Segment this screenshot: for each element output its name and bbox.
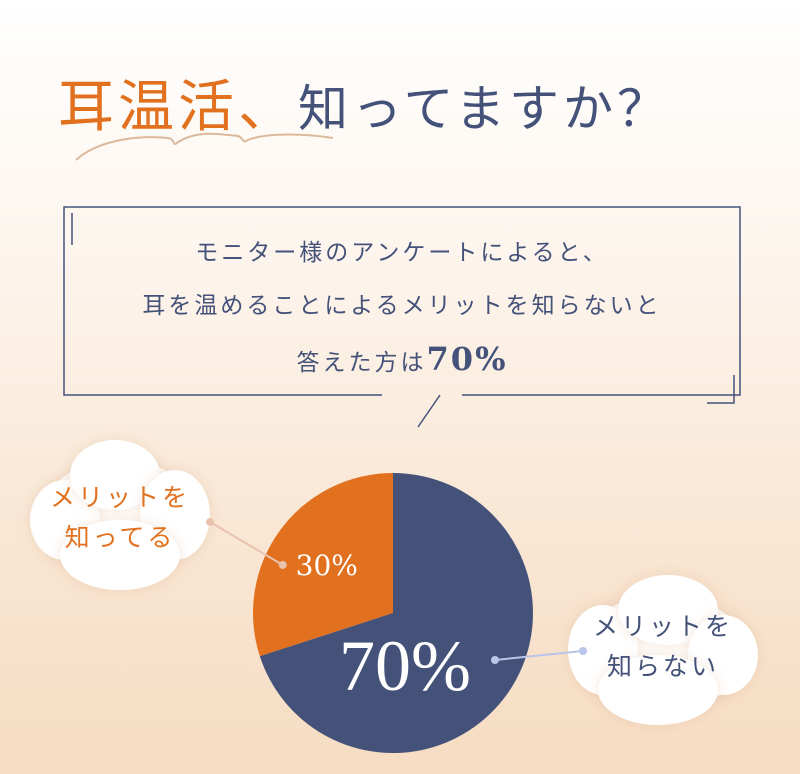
connector-dot <box>491 656 499 664</box>
callout-value: 70% <box>426 340 508 378</box>
pie-label-unknown: 70% <box>339 626 471 706</box>
connector-dot <box>579 647 587 655</box>
cloud-unknown: メリットを 知らない <box>568 575 758 725</box>
title-highlight: 耳温活、 <box>58 75 298 140</box>
cloud-known: メリットを 知ってる <box>30 440 210 590</box>
connector-dot <box>278 560 287 569</box>
connector-dot <box>206 518 214 526</box>
unknown-label-1: メリットを <box>592 612 733 641</box>
known-label-1: メリットを <box>49 483 190 512</box>
unknown-label-2: 知らない <box>606 652 719 681</box>
title-rest: 知ってますか？ <box>298 80 671 138</box>
callout-line-2: 耳を温めることによるメリットを知らないと <box>142 293 662 319</box>
callout-box: モニター様のアンケートによると、 耳を温めることによるメリットを知らないと 答え… <box>62 205 742 428</box>
page-title: 耳温活、知ってますか？ <box>58 62 671 143</box>
callout-prefix: 答えた方は <box>296 350 427 376</box>
connector-unknown <box>494 650 584 661</box>
swash-decoration <box>75 132 334 161</box>
known-label-2: 知ってる <box>64 523 176 552</box>
pie-slice-unknown <box>259 473 533 753</box>
callout-line-1: モニター様のアンケートによると、 <box>195 240 609 266</box>
callout-line-3: 答えた方は70% <box>62 333 742 390</box>
callout-frame <box>63 206 741 428</box>
connector-known <box>209 521 284 566</box>
pie-label-known: 30% <box>296 549 358 582</box>
pie-slice-known <box>252 473 393 657</box>
